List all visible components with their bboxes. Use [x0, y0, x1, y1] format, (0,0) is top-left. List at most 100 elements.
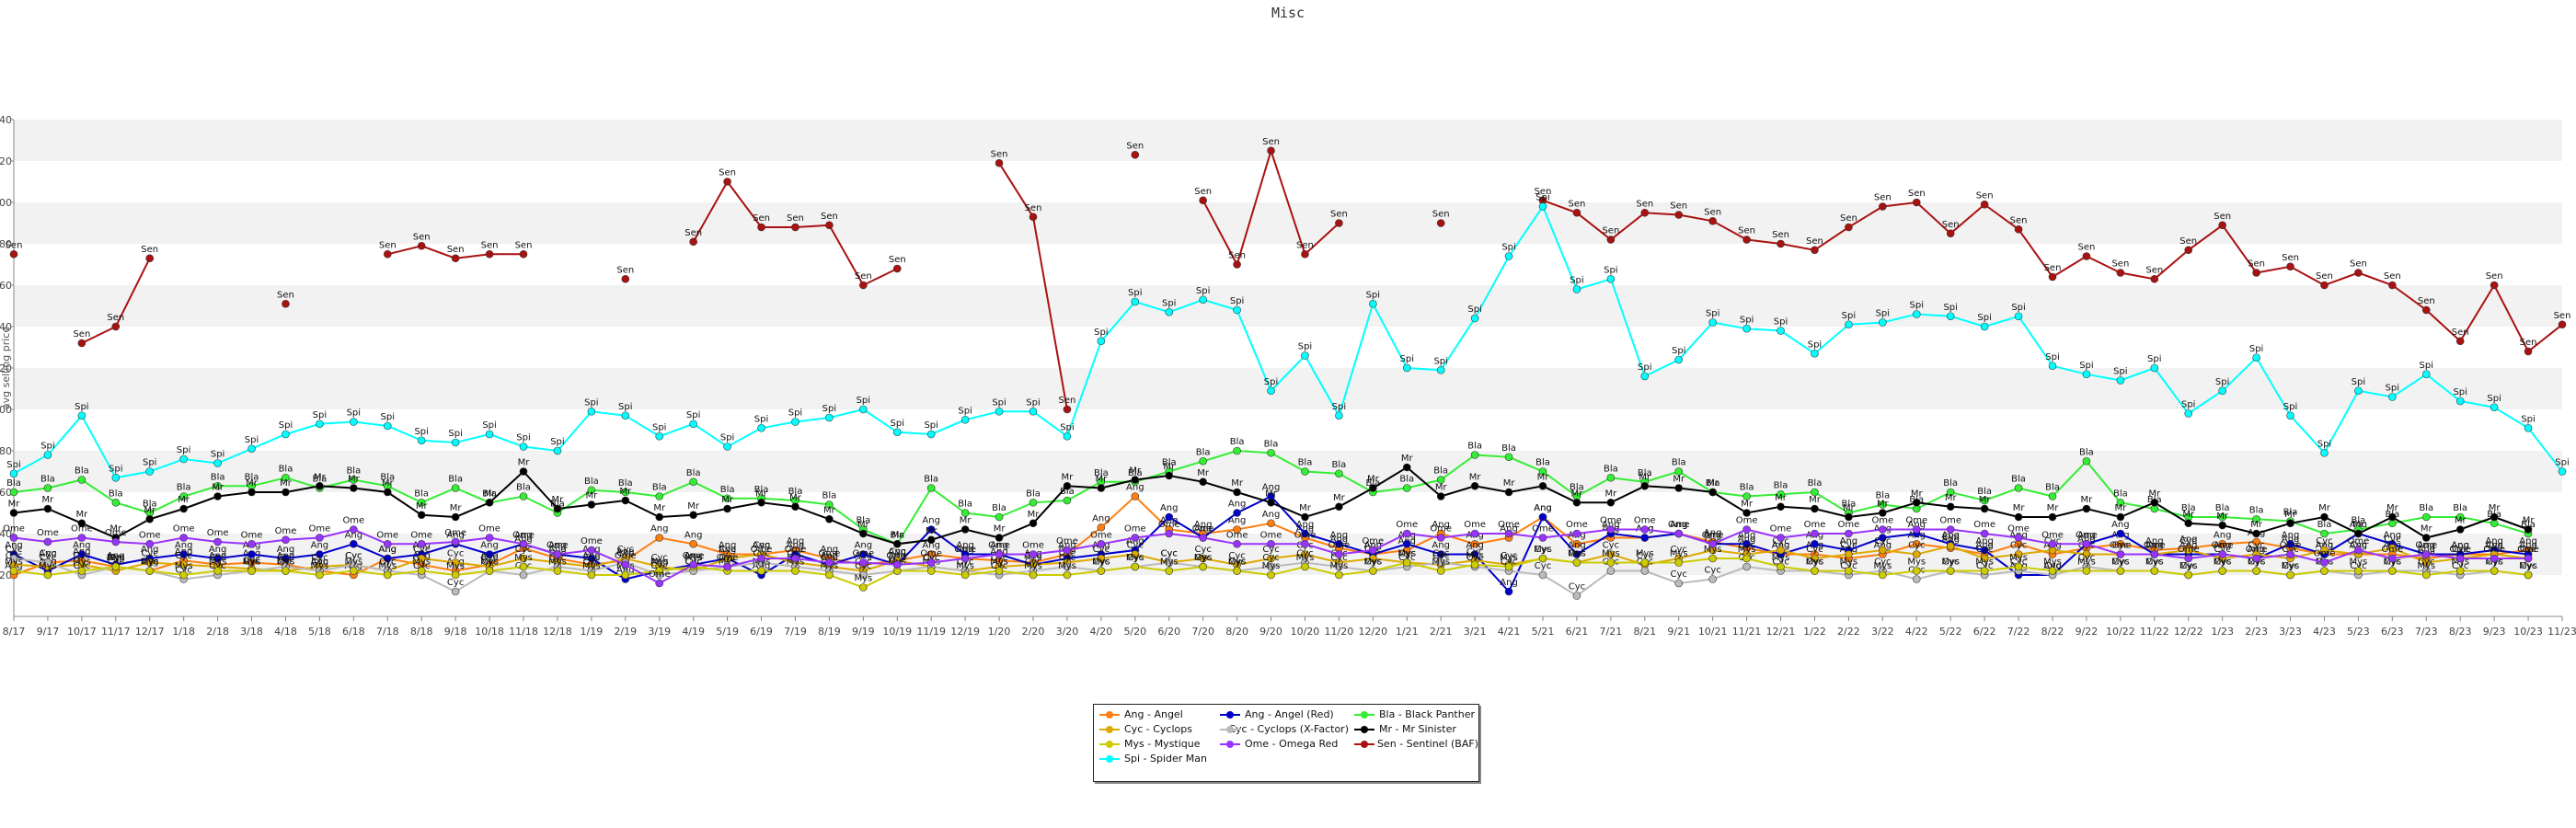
data-label: Mr	[2421, 524, 2433, 535]
x-tick-label: 2/20	[1022, 626, 1045, 638]
data-point	[1538, 570, 1547, 580]
data-point	[451, 570, 460, 580]
data-label: Sen	[1738, 226, 1755, 236]
data-point	[1097, 554, 1106, 563]
data-point	[791, 223, 799, 232]
data-point	[1301, 562, 1309, 571]
data-label: Mys	[514, 553, 533, 563]
data-label: Sen	[2010, 215, 2028, 225]
data-label: Mr	[2047, 503, 2060, 513]
data-point	[1640, 481, 1650, 490]
data-label: Ang	[1092, 513, 1110, 523]
data-point	[1199, 534, 1207, 542]
data-point	[2490, 403, 2499, 412]
data-label: Mr	[891, 530, 904, 540]
data-label: Mys	[1296, 553, 1315, 563]
data-point	[350, 525, 358, 534]
data-label: Mys	[1466, 551, 1484, 561]
data-point	[2082, 539, 2091, 548]
data-point	[247, 539, 256, 548]
data-label: Ang	[2282, 530, 2300, 540]
x-tick-label: 1/21	[1396, 626, 1419, 638]
data-point	[1742, 525, 1751, 534]
data-label: Ome	[819, 549, 841, 559]
data-label: Mr	[1367, 475, 1380, 485]
data-point	[1267, 519, 1275, 528]
data-label: Mys	[175, 561, 193, 571]
data-label: Bla	[1604, 464, 1618, 474]
data-label: Ang	[2316, 541, 2334, 551]
data-label: Spi	[618, 402, 632, 412]
data-label: Bla	[448, 475, 463, 485]
x-tick-label: 9/20	[1259, 626, 1282, 638]
x-tick-label: 7/23	[2415, 626, 2438, 638]
x-tick-label: 4/19	[682, 626, 705, 638]
data-label: Cyc	[1262, 545, 1279, 555]
x-tick-label: 4/21	[1498, 626, 1521, 638]
data-label: Cyc	[1671, 569, 1687, 580]
data-point	[723, 554, 731, 563]
data-label: Bla	[1128, 468, 1143, 478]
data-point	[553, 504, 562, 513]
data-label: Ang	[1466, 541, 1484, 551]
data-point	[519, 562, 528, 571]
data-label: Spi	[720, 433, 734, 443]
data-label: Spi	[1060, 422, 1074, 432]
data-label: Sen	[1704, 207, 1721, 217]
data-label: Ang	[956, 541, 974, 551]
data-label: Cyc	[1161, 549, 1178, 559]
data-label: Mr	[619, 487, 632, 497]
data-point	[485, 430, 494, 439]
data-point	[1267, 498, 1275, 507]
data-point	[1640, 525, 1650, 534]
data-label: Spi	[2147, 354, 2161, 364]
data-label: Cyc	[1840, 541, 1857, 551]
data-point	[1912, 550, 1921, 558]
data-point	[757, 223, 765, 232]
legend-item: Ang - Angel	[1099, 708, 1214, 720]
data-label: Ome	[1022, 541, 1044, 551]
data-label: Ome	[1702, 530, 1724, 540]
data-label: Cyc	[2520, 545, 2536, 555]
grid-band	[14, 120, 2562, 161]
data-label: Ome	[581, 536, 603, 546]
data-label: Spi	[1876, 309, 1890, 319]
data-point	[350, 567, 358, 575]
data-label: Bla	[1060, 487, 1075, 497]
data-point	[1233, 539, 1241, 548]
data-label: Spi	[584, 397, 598, 408]
data-point	[1640, 208, 1650, 217]
data-label: Spi	[1570, 276, 1583, 286]
data-point	[2354, 269, 2363, 277]
data-label: Mys	[650, 558, 669, 568]
data-label: Ome	[2246, 545, 2268, 555]
data-point	[1199, 554, 1207, 563]
data-point	[1742, 324, 1751, 333]
legend-grid: Ang - Angel Ang - Angel (Red) Bla - Black …	[1099, 708, 1478, 765]
data-point	[1811, 539, 1819, 548]
data-label: Ang	[1704, 530, 1722, 540]
data-label: Ome	[2381, 545, 2403, 555]
data-label: Cyc	[1262, 553, 1279, 563]
data-point	[1335, 411, 1343, 420]
data-label: Bla	[1808, 478, 1823, 489]
data-label: Mr	[1299, 503, 1312, 513]
data-point	[2421, 570, 2431, 580]
data-label: Sen	[73, 329, 90, 339]
data-label: Mr	[1537, 472, 1550, 482]
data-point	[2048, 362, 2057, 371]
data-label: Ome	[342, 516, 364, 526]
data-label: Sen	[1976, 190, 1994, 201]
data-label: Mys	[2111, 558, 2130, 568]
data-label: Cyc	[1874, 558, 1891, 568]
data-label: Cyc	[1942, 558, 1959, 568]
data-point	[43, 537, 52, 546]
data-point	[1538, 554, 1547, 563]
data-label: Sen	[1228, 251, 1246, 261]
data-point	[111, 322, 121, 331]
legend-item: Mys - Mystique	[1099, 738, 1214, 750]
data-label: Sen	[787, 213, 804, 224]
series-spi-spider-man: Spi Spi Spi Spi Spi Spi Spi Spi Spi Spi Spi Spi Spi S…	[6, 193, 2570, 482]
data-label: Ang	[514, 530, 533, 540]
